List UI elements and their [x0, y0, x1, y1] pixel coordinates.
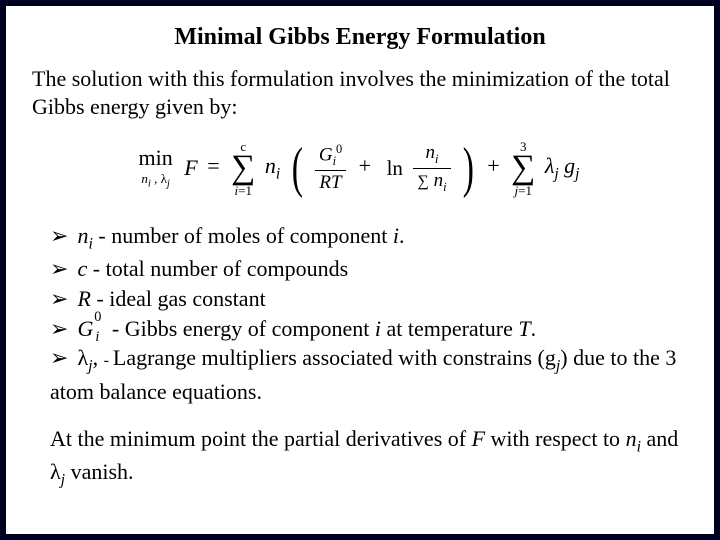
closing-F: F: [472, 426, 485, 451]
sigma-icon-2: ∑: [511, 153, 535, 184]
b4-dot: .: [531, 316, 537, 341]
bullet-arrow-icon: ➢: [50, 284, 72, 314]
b5-text1: Lagrange multipliers associated with con…: [113, 345, 556, 370]
frac2-denominator: ∑ ni: [413, 169, 450, 195]
min-operator: min ni , λj: [139, 147, 173, 190]
formula-block: min ni , λj F = c ∑ i=1 ni ( Gi0 RT + ln…: [32, 140, 688, 197]
b1-text: - number of moles of component: [93, 223, 393, 248]
left-paren: (: [288, 146, 307, 191]
sigma-icon: ∑: [231, 153, 255, 184]
b5-dash: -: [104, 352, 113, 369]
bullet-Gi0: ➢ G0i - Gibbs energy of component i at t…: [50, 314, 688, 344]
b3-text: - ideal gas constant: [91, 286, 266, 311]
ln-operator: ln: [387, 156, 403, 181]
b4-text1: - Gibbs energy of component: [106, 316, 374, 341]
bullet-arrow-icon: ➢: [50, 314, 72, 344]
bullet-arrow-icon: ➢: [50, 221, 72, 251]
equals-sign: =: [203, 153, 223, 178]
bullet-R: ➢ R - ideal gas constant: [50, 284, 688, 314]
sym-Gi0: G0i: [78, 314, 94, 344]
b4-T: T: [518, 316, 530, 341]
bullet-lambda: ➢ λj, - Lagrange multipliers associated …: [50, 343, 688, 406]
frac2-numerator: ni: [413, 142, 450, 169]
bullet-ni: ➢ ni - number of moles of component i.: [50, 221, 688, 255]
sym-c: c: [78, 256, 88, 281]
b1-dot: .: [399, 223, 405, 248]
min-subscript: ni , λj: [139, 171, 173, 190]
slide-frame: Minimal Gibbs Energy Formulation The sol…: [0, 0, 720, 540]
sym-n: n: [78, 223, 89, 248]
n-i-term: ni: [265, 153, 280, 183]
closing-t1: At the minimum point the partial derivat…: [50, 426, 472, 451]
slide-title: Minimal Gibbs Energy Formulation: [32, 24, 688, 51]
b4-text2: at temperature: [381, 316, 518, 341]
b2-text: - total number of compounds: [87, 256, 348, 281]
sym-R: R: [78, 286, 91, 311]
plus-2: +: [483, 153, 503, 178]
lambda-j-term: λj gj: [545, 153, 580, 183]
closing-n: n: [626, 426, 637, 451]
frac-ln-arg: ni ∑ ni: [413, 142, 450, 195]
closing-end: vanish.: [65, 459, 133, 484]
sum-i-lower: i=1: [231, 184, 255, 197]
definition-list: ➢ ni - number of moles of component i. ➢…: [50, 221, 688, 407]
bullet-arrow-icon: ➢: [50, 254, 72, 284]
plus-1: +: [355, 153, 375, 178]
bullet-c: ➢ c - total number of compounds: [50, 254, 688, 284]
frac-G-over-RT: Gi0 RT: [315, 142, 346, 194]
bullet-arrow-icon: ➢: [50, 343, 72, 373]
sum-i: c ∑ i=1: [231, 140, 255, 197]
sum-j: 3 ∑ j=1: [511, 140, 535, 197]
closing-t2: with respect to: [485, 426, 626, 451]
frac1-numerator: Gi0: [315, 142, 346, 171]
closing-paragraph: At the minimum point the partial derivat…: [50, 425, 688, 491]
F-symbol: F: [184, 155, 197, 181]
right-paren: ): [459, 146, 478, 191]
intro-paragraph: The solution with this formulation invol…: [32, 65, 688, 120]
sum-j-lower: j=1: [511, 184, 535, 197]
min-label: min: [139, 147, 173, 169]
frac1-denominator: RT: [315, 171, 346, 194]
b5-comma: ,: [93, 345, 104, 370]
sym-lambda: λ: [78, 345, 89, 370]
formula: min ni , λj F = c ∑ i=1 ni ( Gi0 RT + ln…: [139, 153, 582, 178]
